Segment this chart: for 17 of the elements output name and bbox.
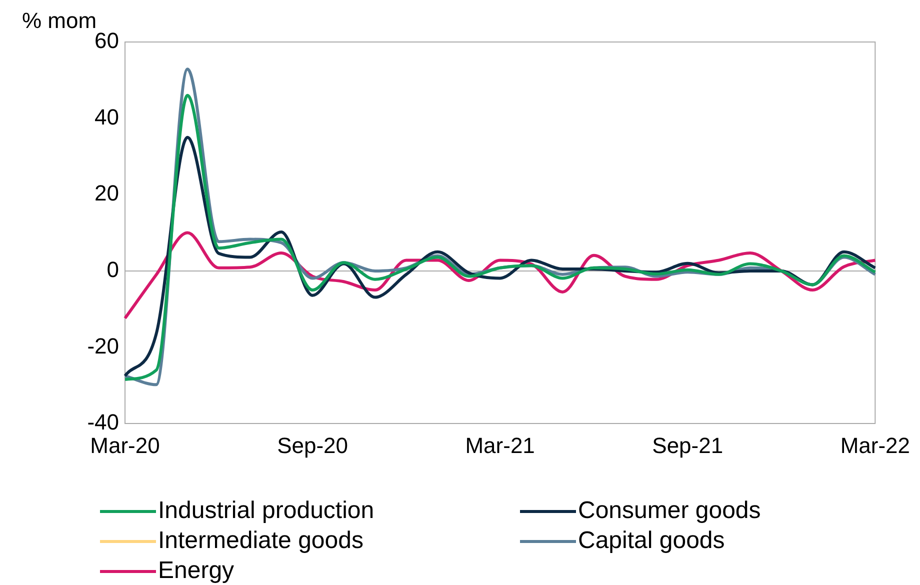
x-tick-label: Mar-21	[465, 432, 535, 458]
y-tick-label: -40	[87, 410, 119, 435]
legend-label: Capital goods	[578, 527, 725, 555]
x-tick-label: Mar-20	[90, 432, 160, 458]
y-tick-label: 60	[94, 28, 119, 54]
y-tick-label: 40	[94, 104, 119, 130]
legend-label: Energy	[158, 557, 234, 585]
legend-label: Industrial production	[158, 497, 374, 525]
x-tick-label: Mar-22	[840, 432, 910, 458]
y-tick-label: -20	[87, 333, 119, 358]
x-tick-label: Sep-21	[652, 432, 724, 458]
legend-label: Consumer goods	[578, 497, 761, 525]
x-tick-label: Sep-20	[277, 432, 348, 458]
y-tick-label: 20	[94, 180, 119, 206]
y-axis-title: % mom	[22, 8, 97, 34]
y-tick-label: 0	[106, 257, 119, 282]
legend-label: Intermediate goods	[158, 527, 364, 555]
